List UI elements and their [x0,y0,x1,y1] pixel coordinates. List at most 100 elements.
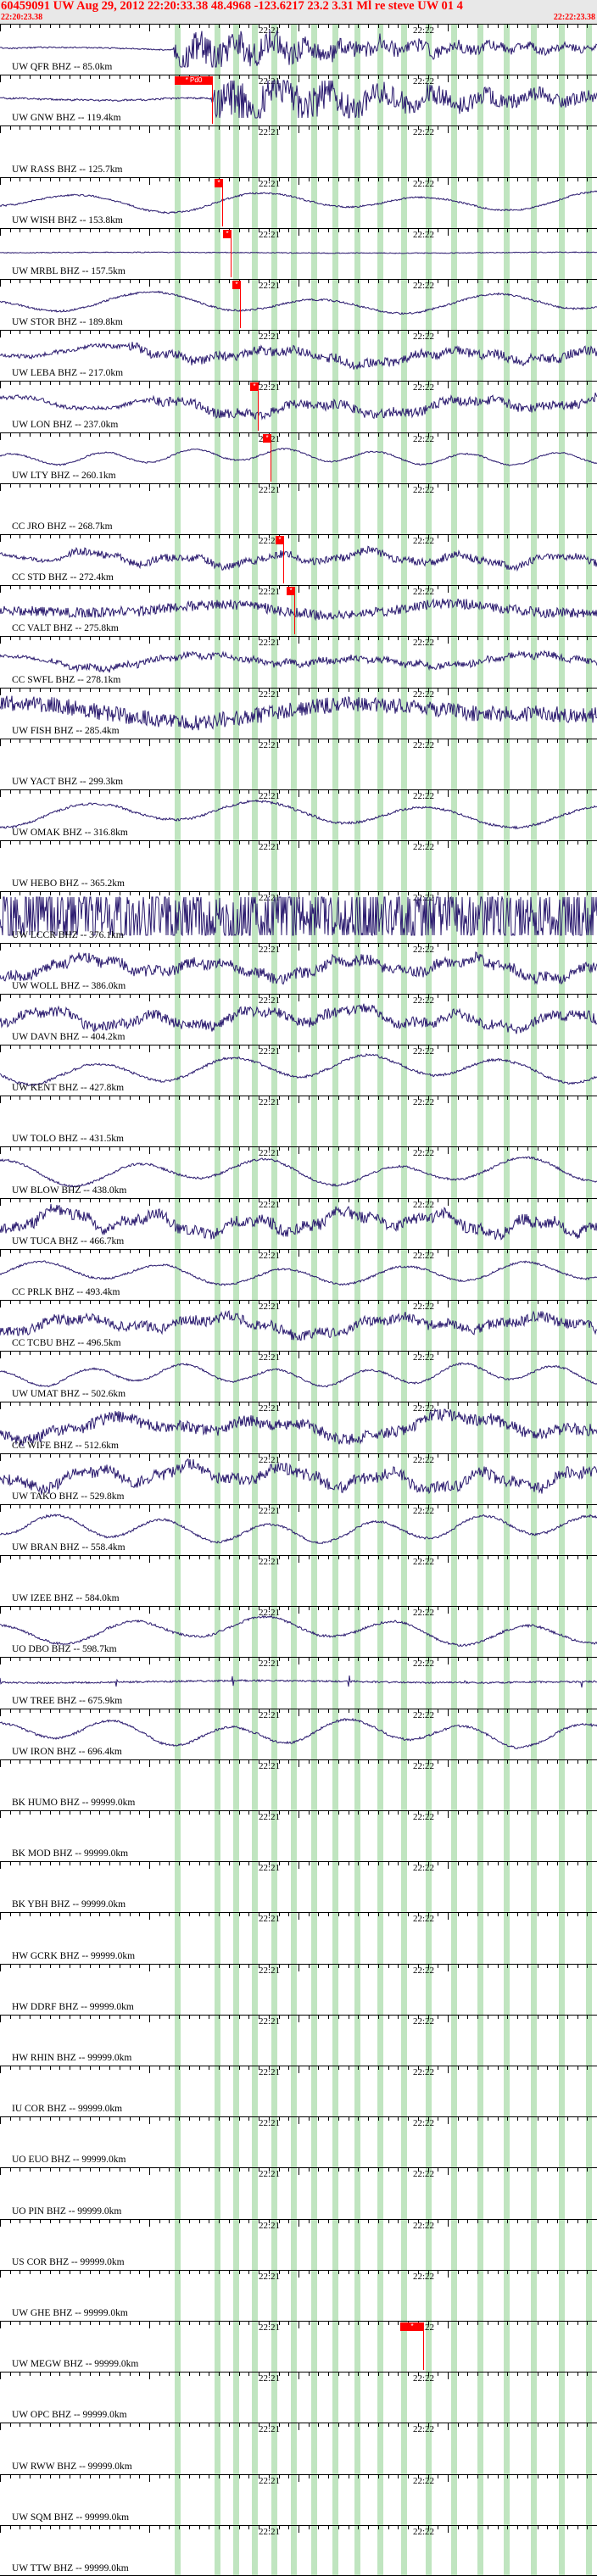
phase-window-band [401,1351,407,1402]
axis-tick [567,1505,568,1508]
trace-row[interactable]: UW FISH BHZ -- 285.4km 22:21 22:22 [0,688,597,739]
axis-tick [378,1045,379,1049]
trace-row[interactable]: CC PRLK BHZ -- 493.4km 22:21 22:22 [0,1249,597,1300]
phase-pick-line[interactable] [212,76,213,124]
phase-window-band [426,1045,432,1096]
trace-row[interactable]: UW BLOW BHZ -- 438.0km 22:21 22:22 [0,1146,597,1198]
phase-pick-line[interactable] [222,179,223,226]
trace-row[interactable]: CC VALT BHZ -- 275.8km 22:21 22:22 [0,585,597,636]
axis-tick [59,2271,60,2274]
trace-row[interactable]: UW UMAT BHZ -- 502.6km 22:21 22:22 [0,1351,597,1402]
trace-row[interactable]: UW GNW BHZ -- 119.4km 22:21 22:22 [0,75,597,125]
trace-row[interactable]: CC STD BHZ -- 272.4km 22:21 22:22 [0,534,597,585]
axis-tick [149,1556,150,1563]
trace-row[interactable]: HW GCRK BHZ -- 99999.0km 22:21 22:22 [0,1912,597,1964]
axis-tick [40,944,41,947]
axis-tick [279,2322,280,2325]
axis-tick [378,1301,379,1304]
axis-tick [328,1811,329,1815]
trace-row[interactable]: UW RASS BHZ -- 125.7km 22:21 22:22 [0,125,597,177]
trace-row[interactable]: CC WIFE BHZ -- 512.6km 22:21 22:22 [0,1402,597,1453]
axis-tick [189,1965,190,1968]
axis-tick [309,689,310,692]
axis-tick [130,2117,131,2121]
trace-row[interactable]: UW OPC BHZ -- 99999.0km 22:21 22:22 [0,2372,597,2423]
trace-row[interactable]: UW QFR BHZ -- 85.0km 22:21 22:22 [0,24,597,75]
trace-row[interactable]: UW BRAN BHZ -- 558.4km 22:21 22:22 [0,1504,597,1555]
trace-row[interactable]: UW DAVN BHZ -- 404.2km 22:21 22:22 [0,994,597,1045]
phase-window-band [531,789,537,840]
axis-tick [40,2526,41,2529]
axis-tick [0,2271,1,2278]
phase-pick-line[interactable] [240,281,241,328]
trace-row[interactable]: UW TREE BHZ -- 675.9km 22:21 22:22 [0,1657,597,1709]
trace-row[interactable]: US COR BHZ -- 99999.0km 22:21 22:22 [0,2219,597,2270]
axis-tick [328,2526,329,2529]
trace-row[interactable]: UW KENT BHZ -- 427.8km 22:21 22:22 [0,1045,597,1096]
trace-row[interactable]: UW LEBA BHZ -- 217.0km 22:21 22:22 [0,330,597,381]
phase-window-band [354,2474,360,2525]
trace-row[interactable]: UW HEBO BHZ -- 365.2km 22:21 22:22 [0,840,597,891]
phase-pick-line[interactable] [283,536,284,583]
phase-pick-line[interactable] [231,230,232,277]
trace-row[interactable]: UW TTW BHZ -- 99999.0km 22:21 22:22 [0,2525,597,2576]
trace-row[interactable]: CC JRO BHZ -- 268.7km 22:21 22:22 [0,483,597,534]
phase-pick-marker[interactable]: * [287,587,295,595]
axis-tick [50,689,51,692]
trace-row[interactable]: UW WOLL BHZ -- 386.0km 22:21 22:22 [0,943,597,994]
trace-row[interactable]: UW TOLO BHZ -- 431.5km 22:21 22:22 [0,1096,597,1146]
phase-pick-line[interactable] [294,587,295,634]
trace-row[interactable]: UW LON BHZ -- 237.0km 22:21 22:22 [0,381,597,432]
trace-row[interactable]: UW GHE BHZ -- 99999.0km 22:21 22:22 [0,2270,597,2321]
axis-tick [388,382,389,385]
trace-row[interactable]: UW TAKO BHZ -- 529.8km 22:21 22:22 [0,1453,597,1504]
trace-row[interactable]: BK MOD BHZ -- 99999.0km 22:21 22:22 [0,1810,597,1861]
trace-row[interactable]: UO DBO BHZ -- 598.7km 22:21 22:22 [0,1606,597,1657]
trace-row[interactable]: BK YBH BHZ -- 99999.0km 22:21 22:22 [0,1861,597,1912]
trace-row[interactable]: UW STOR BHZ -- 189.8km 22:21 22:22 [0,279,597,330]
axis-tick [428,2423,429,2427]
trace-row[interactable]: CC TCBU BHZ -- 496.5km 22:21 22:22 [0,1300,597,1351]
waveform-trace [0,342,597,370]
phase-window-band [477,943,483,994]
trace-row[interactable]: HW RHIN BHZ -- 99999.0km 22:21 22:22 [0,2015,597,2066]
trace-row[interactable]: UW LCCR BHZ -- 376.1km 22:21 22:22 [0,891,597,943]
trace-row[interactable]: UW OMAK BHZ -- 316.8km 22:21 22:22 [0,789,597,840]
phase-window-band [175,2066,181,2116]
trace-row[interactable]: UW TUCA BHZ -- 466.7km 22:21 22:22 [0,1198,597,1249]
phase-pick-line[interactable] [423,2322,424,2370]
axis-tick [398,841,399,845]
phase-pick-marker[interactable]: * [263,434,271,443]
phase-window-band [377,891,383,943]
trace-row[interactable]: BK HUMO BHZ -- 99999.0km 22:21 22:22 [0,1759,597,1810]
axis-tick [388,1045,389,1049]
phase-pick-marker[interactable]: * [232,281,241,289]
trace-row[interactable]: UW WISH BHZ -- 153.8km 22:21 22:22 [0,177,597,228]
phase-pick-marker[interactable]: * [215,179,223,187]
seismogram-panel[interactable]: UW QFR BHZ -- 85.0km 22:21 22:22 UW GNW BHZ… [0,24,597,2576]
trace-row[interactable]: UO EUO BHZ -- 99999.0km 22:21 22:22 [0,2116,597,2167]
trace-row[interactable]: UW IRON BHZ -- 696.4km 22:21 22:22 [0,1709,597,1759]
trace-row[interactable]: UO PIN BHZ -- 99999.0km 22:21 22:22 [0,2167,597,2219]
trace-row[interactable]: UW RWW BHZ -- 99999.0km 22:21 22:22 [0,2423,597,2474]
trace-row[interactable]: HW DDRF BHZ -- 99999.0km 22:21 22:22 [0,1964,597,2015]
trace-row[interactable]: UW SQM BHZ -- 99999.0km 22:21 22:22 [0,2474,597,2525]
time-axis-label: 22:22 [413,689,435,700]
trace-row[interactable]: UW YACT BHZ -- 299.3km 22:21 22:22 [0,739,597,789]
trace-row[interactable]: IU COR BHZ -- 99999.0km 22:21 22:22 [0,2066,597,2116]
phase-pick-marker[interactable]: * [250,382,259,391]
time-axis-label: 22:22 [413,536,435,546]
trace-row[interactable]: UW MRBL BHZ -- 157.5km 22:21 22:22 [0,228,597,279]
phase-pick-line[interactable] [258,382,259,431]
phase-pick-marker[interactable]: * [276,536,284,544]
phase-pick-marker[interactable]: * Pd0 [175,76,213,85]
trace-row[interactable]: CC SWFL BHZ -- 278.1km 22:21 22:22 [0,636,597,688]
phase-window-band [291,1861,297,1912]
axis-tick [229,2117,230,2121]
phase-pick-marker[interactable]: * [400,2322,424,2331]
phase-pick-marker[interactable]: * [223,230,232,238]
axis-tick [408,178,409,181]
trace-row[interactable]: UW IZEE BHZ -- 584.0km 22:21 22:22 [0,1555,597,1606]
